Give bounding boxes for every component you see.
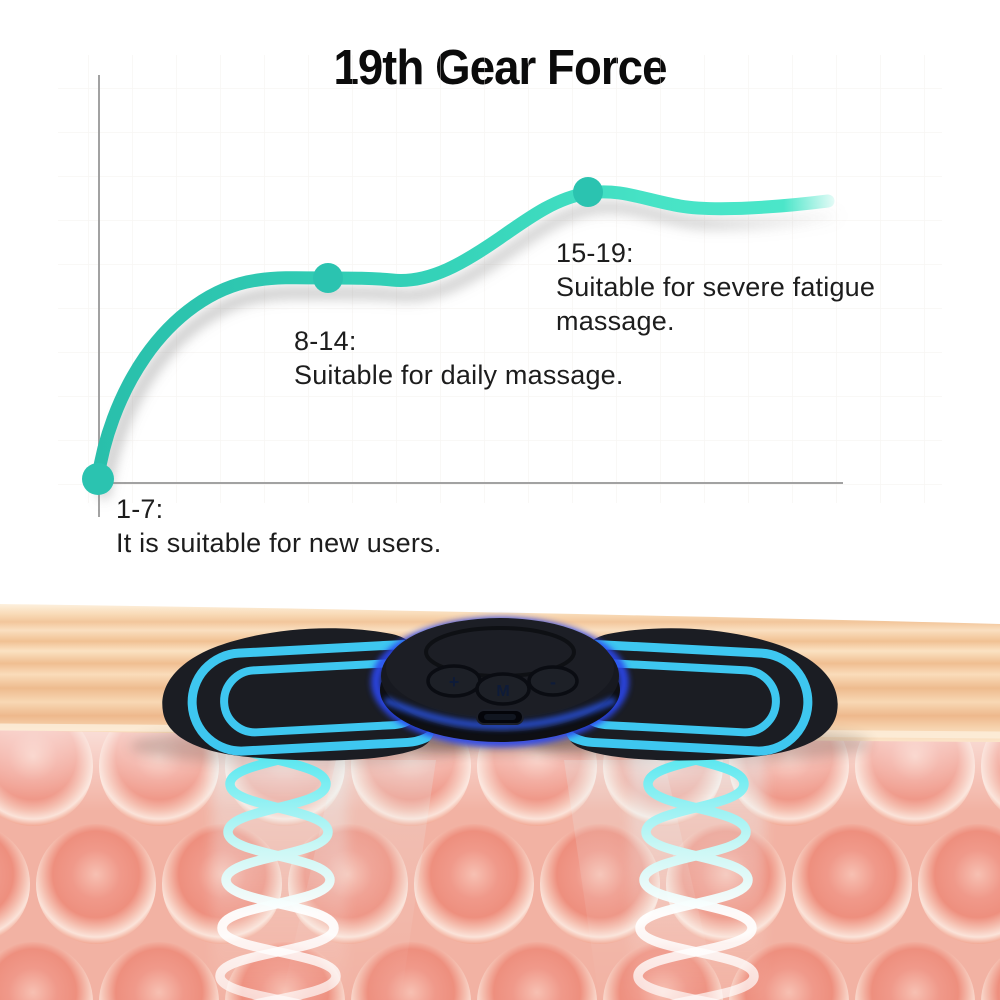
intensity-down-button: - bbox=[527, 665, 579, 697]
force-curve-chart bbox=[58, 55, 942, 517]
control-disc: + M - bbox=[371, 617, 629, 747]
annotation-range: 15-19: bbox=[556, 238, 634, 268]
annotation-range: 1-7: bbox=[116, 494, 164, 524]
chart-grid bbox=[58, 55, 942, 503]
massage-scene: + M - bbox=[0, 604, 1000, 1000]
force-curve bbox=[91, 185, 835, 485]
annotation-range: 8-14: bbox=[294, 326, 357, 356]
annotation-8-14: 8-14: Suitable for daily massage. bbox=[294, 324, 624, 392]
muscle-tissue bbox=[0, 715, 1000, 1000]
curve-point-3 bbox=[573, 177, 603, 207]
plus-icon: + bbox=[449, 672, 460, 692]
annotation-1-7: 1-7: It is suitable for new users. bbox=[116, 492, 441, 560]
annotation-text: Suitable for daily massage. bbox=[294, 360, 624, 390]
mode-button: M bbox=[475, 672, 531, 706]
intensity-up-button: + bbox=[426, 664, 482, 698]
annotation-15-19: 15-19: Suitable for severe fatigue massa… bbox=[556, 236, 958, 338]
annotation-text: It is suitable for new users. bbox=[116, 528, 442, 558]
usb-port bbox=[476, 709, 524, 725]
mode-icon: M bbox=[496, 683, 509, 700]
curve-point-1 bbox=[82, 463, 114, 495]
disc-ring-bottom-glow bbox=[383, 696, 617, 730]
curve-point-2 bbox=[313, 263, 343, 293]
annotation-text: Suitable for severe fatigue massage. bbox=[556, 272, 876, 336]
curve-shadow bbox=[98, 200, 840, 499]
minus-icon: - bbox=[550, 672, 556, 692]
